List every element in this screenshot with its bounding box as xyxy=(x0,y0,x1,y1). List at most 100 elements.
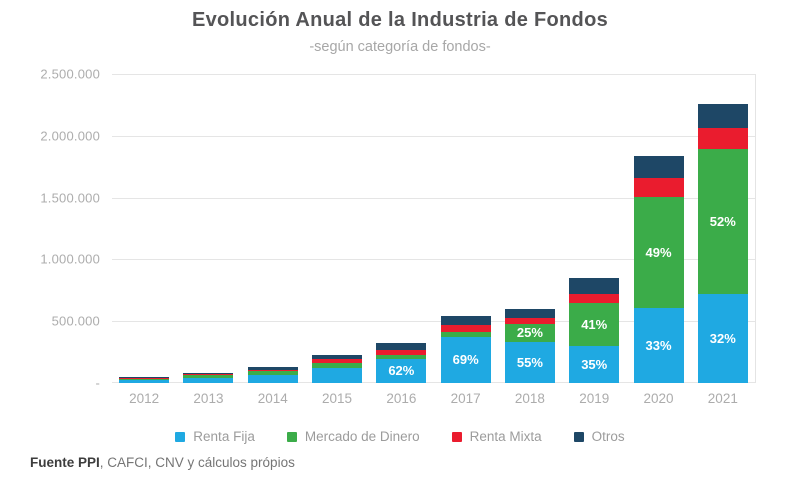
bar-segment xyxy=(440,331,491,337)
x-tick-label: 2018 xyxy=(514,391,545,406)
bar-segment xyxy=(312,368,363,383)
bar-2021: 32% 52% xyxy=(697,104,748,383)
legend-swatch-renta-fija-icon xyxy=(175,431,186,442)
source-rest: , CAFCI, CNV y cálculos própios xyxy=(99,455,295,470)
segment-label: 25% xyxy=(516,325,543,341)
gridline xyxy=(112,197,755,199)
legend-item-renta-mixta: Renta Mixta xyxy=(451,429,542,444)
legend-label: Otros xyxy=(591,429,625,444)
bar-segment: 55% xyxy=(504,342,555,383)
segment-label: 52% xyxy=(709,213,736,229)
bar-segment xyxy=(376,349,427,355)
bar-slot: 32% 52% xyxy=(691,104,755,383)
bar-slot xyxy=(241,366,305,383)
bar-2013 xyxy=(183,372,234,383)
bar-2012 xyxy=(119,376,170,383)
bar-2017: 69% xyxy=(440,316,491,383)
y-axis: 2.500.000 2.000.000 1.500.000 1.000.000 500.… xyxy=(0,67,100,391)
bar-2016: 62% xyxy=(376,343,427,383)
legend-swatch-renta-mixta-icon xyxy=(451,431,462,442)
bar-slot: 62% xyxy=(369,343,433,383)
bar-segment xyxy=(247,374,298,383)
bar-segment: 32% xyxy=(697,293,748,383)
x-tick-label: 2020 xyxy=(643,391,674,406)
plot-area: 62% 69% 55% 25% 35% 41% 33% 49% 32% 52% xyxy=(112,74,756,383)
y-tick-label: 1.500.000 xyxy=(40,190,100,206)
bar-2014 xyxy=(247,366,298,383)
segment-label: 33% xyxy=(645,337,672,353)
bar-segment xyxy=(376,343,427,350)
bar-slot xyxy=(305,354,369,383)
gridline xyxy=(112,74,755,75)
bar-slot: 33% 49% xyxy=(626,155,690,383)
x-tick-label: 2014 xyxy=(257,391,288,406)
bar-2015 xyxy=(312,354,363,383)
bar-segment: 52% xyxy=(697,148,748,294)
gridline xyxy=(112,321,755,323)
source-note: Fuente PPI, CAFCI, CNV y cálculos própio… xyxy=(30,455,295,470)
bar-segment xyxy=(697,104,748,129)
bar-segment xyxy=(633,177,684,197)
bar-segment xyxy=(119,377,170,379)
y-tick-label: 1.000.000 xyxy=(40,251,100,267)
bar-segment xyxy=(119,380,170,383)
segment-label: 49% xyxy=(645,244,672,260)
y-tick-label: 2.500.000 xyxy=(40,66,100,82)
bar-segment xyxy=(312,358,363,363)
legend-item-mercado-de-dinero: Mercado de Dinero xyxy=(286,429,420,444)
legend-swatch-otros-icon xyxy=(573,431,584,442)
bar-slot: 35% 41% xyxy=(562,277,626,383)
x-tick-label: 2019 xyxy=(579,391,610,406)
x-axis: 2012 2013 2014 2015 2016 2017 2018 2019 2020 2021 xyxy=(112,391,755,406)
bar-segment xyxy=(376,354,427,359)
bar-slot: 69% xyxy=(433,316,497,383)
bar-segment xyxy=(504,317,555,324)
bar-segment: 33% xyxy=(633,307,684,383)
bar-segment xyxy=(504,308,555,318)
gridline xyxy=(112,382,755,383)
bar-segment xyxy=(440,324,491,332)
segment-label: 32% xyxy=(709,330,736,346)
bar-segment xyxy=(247,369,298,372)
bar-segment xyxy=(247,366,298,370)
bar-segment xyxy=(633,155,684,178)
segment-label: 35% xyxy=(581,357,608,373)
bar-segment xyxy=(119,376,170,378)
legend-swatch-mercado-de-dinero-icon xyxy=(286,431,297,442)
x-tick-label: 2015 xyxy=(322,391,353,406)
legend-label: Renta Fija xyxy=(193,429,255,444)
chart-title: Evolución Anual de la Industria de Fondo… xyxy=(191,9,609,31)
bar-2019: 35% 41% xyxy=(569,277,620,383)
x-tick-label: 2017 xyxy=(450,391,481,406)
bar-segment xyxy=(183,375,234,378)
bar-segment: 41% xyxy=(569,303,620,347)
bar-segment xyxy=(183,377,234,383)
bar-segment xyxy=(569,293,620,304)
bar-segment xyxy=(312,362,363,369)
bar-segment xyxy=(183,372,234,375)
bar-segment: 35% xyxy=(569,346,620,383)
bar-segment xyxy=(119,378,170,381)
bar-segment xyxy=(183,374,234,376)
y-tick-label: 2.000.000 xyxy=(40,128,100,144)
segment-label: 62% xyxy=(388,363,415,379)
bar-segment xyxy=(247,371,298,375)
legend-item-otros: Otros xyxy=(573,429,625,444)
bars-layer: 62% 69% 55% 25% 35% 41% 33% 49% 32% 52% xyxy=(112,74,755,383)
source-bold: Fuente PPI xyxy=(30,455,100,470)
y-tick-label: - xyxy=(95,375,100,391)
bar-segment xyxy=(697,128,748,149)
bar-segment: 69% xyxy=(440,336,491,383)
x-tick-label: 2016 xyxy=(386,391,417,406)
gridline xyxy=(112,135,755,137)
bar-slot: 55% 25% xyxy=(498,308,562,383)
segment-label: 55% xyxy=(516,355,543,371)
y-tick-label: 500.000 xyxy=(51,313,100,329)
x-tick-label: 2021 xyxy=(707,391,738,406)
chart-subtitle: -según categoría de fondos- xyxy=(309,39,491,55)
bar-slot xyxy=(176,372,240,383)
bar-2018: 55% 25% xyxy=(504,308,555,383)
legend-item-renta-fija: Renta Fija xyxy=(175,429,255,444)
bar-segment: 25% xyxy=(504,323,555,343)
bar-slot xyxy=(112,376,176,383)
